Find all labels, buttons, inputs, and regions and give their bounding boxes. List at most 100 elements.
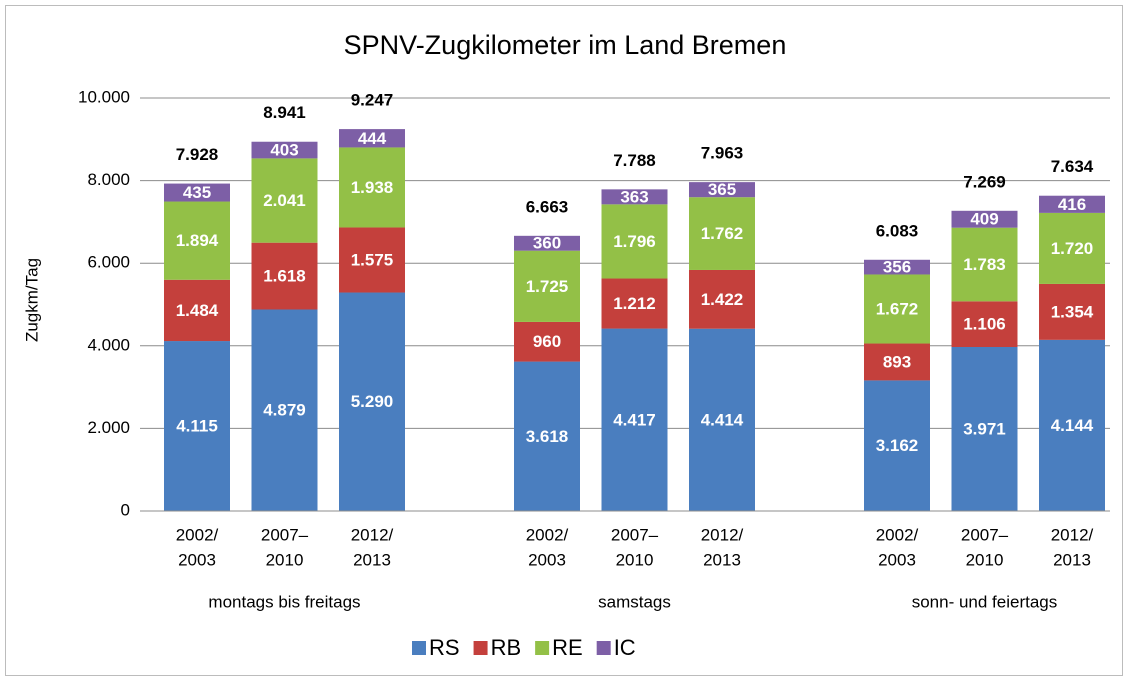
data-label: 3.162 — [876, 436, 919, 455]
y-tick-label: 8.000 — [87, 170, 130, 189]
bar-segment — [601, 278, 668, 329]
bar-segment — [514, 250, 580, 322]
total-label: 9.247 — [351, 91, 394, 110]
data-label: 1.720 — [1051, 239, 1094, 258]
legend-label: RE — [552, 635, 583, 660]
data-label: 1.618 — [263, 267, 306, 286]
x-tick-label: 2002/ — [526, 525, 569, 544]
x-tick-label: 2013 — [703, 550, 741, 569]
x-tick-label: 2003 — [878, 550, 916, 569]
data-label: 4.417 — [613, 410, 656, 429]
legend-swatch — [412, 641, 426, 655]
x-tick-label: 2013 — [353, 550, 391, 569]
y-tick-label: 0 — [121, 500, 130, 519]
bar-segment — [164, 183, 230, 202]
chart-title: SPNV-Zugkilometer im Land Bremen — [344, 30, 787, 60]
x-tick-label: 2012/ — [701, 525, 744, 544]
x-tick-label: 2010 — [966, 550, 1004, 569]
bar-segment — [164, 279, 230, 342]
bar-segment — [1039, 212, 1105, 284]
data-label: 1.484 — [176, 301, 219, 320]
x-tick-label: 2010 — [266, 550, 304, 569]
data-label: 1.212 — [613, 294, 656, 313]
data-label: 363 — [620, 187, 648, 206]
data-label: 5.290 — [351, 392, 394, 411]
data-label: 4.879 — [263, 401, 306, 420]
legend-label: RS — [429, 635, 460, 660]
bar-segment — [339, 129, 405, 148]
x-tick-label: 2007– — [261, 525, 309, 544]
legend-label: RB — [491, 635, 522, 660]
data-label: 3.971 — [963, 419, 1006, 438]
legend-swatch — [596, 641, 611, 655]
y-tick-label: 6.000 — [87, 253, 130, 272]
x-tick-label: 2012/ — [1051, 525, 1094, 544]
bar-segment — [251, 242, 318, 310]
x-tick-label: 2003 — [178, 550, 216, 569]
y-tick-label: 10.000 — [78, 87, 130, 106]
data-label: 4.144 — [1051, 416, 1094, 435]
bar-segment — [339, 292, 405, 511]
bar-segment — [689, 197, 755, 270]
data-label: 435 — [183, 183, 211, 202]
total-label: 7.928 — [176, 145, 219, 164]
bar-segment — [514, 361, 580, 511]
bar-segment — [1039, 283, 1105, 340]
x-tick-label: 2003 — [528, 550, 566, 569]
x-tick-label: 2002/ — [876, 525, 919, 544]
total-label: 7.963 — [701, 144, 744, 163]
data-label: 1.938 — [351, 178, 394, 197]
bar-segment — [251, 158, 318, 243]
x-tick-label: 2010 — [616, 550, 654, 569]
total-label: 7.634 — [1051, 157, 1094, 176]
data-label: 4.414 — [701, 410, 744, 429]
data-label: 4.115 — [176, 417, 218, 436]
data-label: 403 — [270, 141, 298, 160]
bar-segment — [951, 346, 1018, 511]
data-label: 356 — [883, 258, 911, 277]
group-label: sonn- und feiertags — [912, 592, 1058, 611]
data-label: 1.725 — [526, 277, 569, 296]
data-label: 1.422 — [701, 290, 744, 309]
data-label: 1.894 — [176, 231, 219, 250]
bar-segment — [864, 380, 930, 511]
data-label: 1.575 — [351, 250, 394, 269]
total-label: 8.941 — [263, 103, 306, 122]
bar-segment — [864, 343, 930, 381]
data-label: 360 — [533, 234, 561, 253]
x-tick-label: 2013 — [1053, 550, 1091, 569]
total-label: 6.663 — [526, 197, 569, 216]
total-label: 7.269 — [963, 172, 1006, 191]
x-tick-label: 2007– — [611, 525, 659, 544]
data-label: 1.796 — [613, 232, 656, 251]
bar-segment — [164, 341, 230, 511]
bar-segment — [951, 210, 1018, 228]
bar-segment — [689, 328, 755, 511]
bar-segment — [689, 269, 755, 329]
bar-segment — [864, 259, 930, 275]
bar-segment — [339, 147, 405, 228]
y-axis-title: Zugkm/Tag — [22, 258, 41, 342]
bar-segment — [601, 189, 668, 205]
data-label: 444 — [358, 129, 387, 148]
bar-segment — [251, 309, 318, 511]
bar-segment — [251, 141, 318, 159]
data-label: 1.106 — [963, 315, 1006, 334]
bar-segment — [514, 321, 580, 362]
bar-segment — [164, 201, 230, 280]
group-label: montags bis freitags — [208, 592, 360, 611]
data-label: 409 — [970, 210, 998, 229]
legend-label: IC — [614, 635, 636, 660]
data-label: 960 — [533, 332, 561, 351]
data-label: 1.672 — [876, 299, 919, 318]
x-tick-label: 2012/ — [351, 525, 394, 544]
group-label: samstags — [598, 592, 671, 611]
data-label: 1.354 — [1051, 302, 1094, 321]
total-label: 6.083 — [876, 221, 919, 240]
bar-segment — [1039, 339, 1105, 511]
bar-segment — [689, 182, 755, 198]
y-tick-label: 4.000 — [87, 335, 130, 354]
legend-swatch — [535, 641, 550, 655]
bar-segment — [601, 204, 668, 279]
